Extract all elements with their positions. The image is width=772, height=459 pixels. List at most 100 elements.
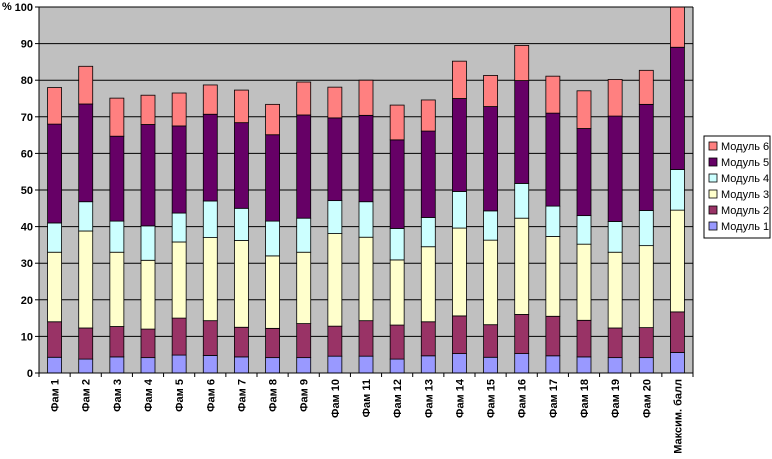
legend: Модуль 6 Модуль 5 Модуль 4 Модуль 3 Модуль 2…	[703, 135, 771, 239]
x-category-label: Фам 3	[112, 379, 124, 412]
bar-segment	[452, 98, 467, 192]
bar-segment	[78, 103, 94, 203]
x-axis-labels: Фам 1 Фам 2 Фам 3 Фам 4 Фам 5 Фам 6 Фам 7 Фам 8…	[50, 378, 685, 454]
bars	[47, 6, 685, 374]
bar-segment	[670, 169, 685, 211]
bar-segment	[265, 357, 280, 374]
bar-segment	[265, 255, 280, 329]
bar-segment	[78, 201, 94, 232]
bar-segment	[296, 357, 312, 374]
bar-segment	[109, 356, 125, 374]
bar-segment	[140, 225, 156, 261]
bar-segment	[576, 356, 592, 374]
bar-segment	[47, 123, 62, 224]
bar-segment	[420, 99, 436, 132]
y-tick-label: 80	[21, 75, 33, 87]
x-category-label: Фам 5	[174, 379, 186, 412]
bar-segment	[140, 328, 156, 359]
bar-segment	[545, 315, 561, 357]
legend-label: Модуль 3	[721, 189, 769, 201]
bar-segment	[202, 237, 218, 322]
y-tick-label: 100	[15, 2, 33, 14]
bar-segment	[607, 221, 623, 253]
legend-swatch	[708, 189, 718, 199]
bar-segment	[514, 353, 530, 374]
bar-segment	[140, 124, 156, 227]
bar-segment	[514, 217, 530, 315]
bar-segment	[358, 201, 374, 238]
bar-segment	[47, 321, 62, 358]
bar-segment	[420, 217, 436, 248]
bar-segment	[47, 356, 62, 374]
bar-segment	[296, 251, 312, 324]
y-tick-label: 10	[21, 331, 33, 343]
bar-segment	[327, 325, 343, 357]
bar-segment	[47, 222, 62, 253]
bar-segment	[389, 358, 405, 374]
x-category-label: Фам 9	[299, 379, 311, 412]
y-tick-label: 40	[21, 222, 33, 234]
bar-segment	[452, 353, 467, 374]
bar-segment	[576, 215, 592, 245]
bar-segment	[78, 358, 94, 374]
bar-segment	[514, 314, 530, 355]
bar-segment	[140, 259, 156, 330]
bar-segment	[638, 103, 654, 211]
bar-segment	[140, 357, 156, 374]
bar-segment	[545, 75, 561, 114]
bar-segment	[327, 117, 343, 202]
axes	[38, 6, 694, 377]
bar-segment	[171, 317, 187, 356]
y-tick-label: 70	[21, 112, 33, 124]
bar-segment	[389, 139, 405, 229]
bar-segment	[202, 355, 218, 374]
x-category-label: Фам 4	[143, 378, 155, 412]
legend-swatch	[708, 221, 718, 231]
bar-segment	[327, 86, 343, 119]
bar-segment	[389, 228, 405, 261]
x-category-label: Фам 2	[81, 379, 93, 412]
bar-segment	[670, 209, 685, 313]
bar-segment	[234, 240, 249, 328]
legend-label: Модуль 1	[721, 221, 769, 233]
legend-swatch	[708, 141, 718, 151]
y-tick-label: 0	[27, 368, 33, 380]
bar-segment	[389, 259, 405, 326]
bar-segment	[420, 355, 436, 374]
bar-segment	[234, 326, 249, 358]
bar-segment	[265, 220, 280, 257]
x-category-label: Фам 12	[392, 379, 404, 418]
y-tick-label: 30	[21, 258, 33, 270]
bar-segment	[78, 65, 94, 105]
bar-segment	[109, 97, 125, 137]
bar-segment	[420, 321, 436, 357]
legend-label: Модуль 5	[721, 157, 769, 169]
bar-segment	[202, 84, 218, 115]
bar-segment	[171, 92, 187, 127]
bar-segment	[420, 130, 436, 218]
bar-segment	[483, 75, 498, 107]
bar-segment	[607, 357, 623, 374]
legend-swatch	[708, 157, 718, 167]
bar-segment	[234, 356, 249, 374]
bar-segment	[171, 212, 187, 243]
bar-segment	[483, 239, 498, 326]
bar-segment	[607, 79, 623, 117]
bar-segment	[514, 183, 530, 219]
bar-segment	[47, 251, 62, 323]
x-category-label: Фам 1	[50, 379, 62, 412]
bar-segment	[140, 94, 156, 125]
bar-segment	[670, 352, 685, 374]
bar-segment	[358, 114, 374, 203]
legend-swatch	[708, 205, 718, 215]
bar-segment	[452, 227, 467, 317]
bar-segment	[171, 354, 187, 374]
bar-segment	[545, 112, 561, 207]
bar-segment	[296, 114, 312, 219]
bar-segment	[576, 243, 592, 321]
x-category-label: Фам 11	[361, 379, 373, 417]
bar-segment	[545, 236, 561, 317]
x-category-label: Фам 15	[486, 379, 498, 418]
x-category-label: Фам 20	[641, 379, 653, 418]
